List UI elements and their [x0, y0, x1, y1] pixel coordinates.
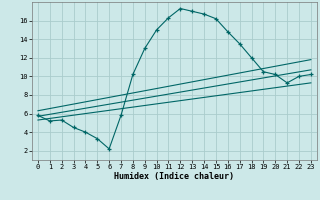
X-axis label: Humidex (Indice chaleur): Humidex (Indice chaleur) — [115, 172, 234, 181]
